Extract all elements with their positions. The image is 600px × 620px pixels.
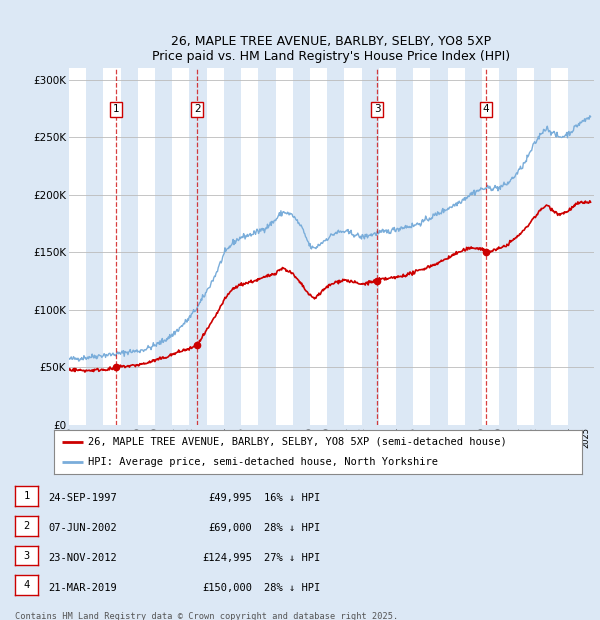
Text: 2: 2 — [194, 104, 200, 114]
Bar — [103, 68, 121, 425]
Bar — [482, 68, 499, 425]
Bar — [568, 68, 586, 425]
Bar — [430, 68, 448, 425]
Bar — [86, 68, 103, 425]
Bar — [172, 68, 190, 425]
Bar — [224, 68, 241, 425]
Text: 16% ↓ HPI: 16% ↓ HPI — [264, 494, 320, 503]
Bar — [534, 68, 551, 425]
Bar — [69, 68, 86, 425]
Bar — [121, 68, 138, 425]
Bar — [465, 68, 482, 425]
Text: 3: 3 — [374, 104, 380, 114]
Bar — [190, 68, 207, 425]
Bar — [138, 68, 155, 425]
Bar — [275, 68, 293, 425]
Text: 3: 3 — [23, 551, 29, 560]
Text: Contains HM Land Registry data © Crown copyright and database right 2025.
This d: Contains HM Land Registry data © Crown c… — [15, 612, 398, 620]
Text: 1: 1 — [23, 491, 29, 501]
Bar — [551, 68, 568, 425]
Text: 24-SEP-1997: 24-SEP-1997 — [48, 494, 117, 503]
Text: £49,995: £49,995 — [208, 494, 252, 503]
Bar — [207, 68, 224, 425]
Text: 28% ↓ HPI: 28% ↓ HPI — [264, 583, 320, 593]
Bar — [517, 68, 534, 425]
Title: 26, MAPLE TREE AVENUE, BARLBY, SELBY, YO8 5XP
Price paid vs. HM Land Registry's : 26, MAPLE TREE AVENUE, BARLBY, SELBY, YO… — [152, 35, 511, 63]
Text: 27% ↓ HPI: 27% ↓ HPI — [264, 553, 320, 563]
Bar — [241, 68, 259, 425]
Text: 4: 4 — [482, 104, 489, 114]
Text: 26, MAPLE TREE AVENUE, BARLBY, SELBY, YO8 5XP (semi-detached house): 26, MAPLE TREE AVENUE, BARLBY, SELBY, YO… — [88, 436, 507, 447]
Text: 21-MAR-2019: 21-MAR-2019 — [48, 583, 117, 593]
Text: 23-NOV-2012: 23-NOV-2012 — [48, 553, 117, 563]
Bar — [362, 68, 379, 425]
Text: £124,995: £124,995 — [202, 553, 252, 563]
Text: 28% ↓ HPI: 28% ↓ HPI — [264, 523, 320, 533]
Bar — [259, 68, 275, 425]
Text: £69,000: £69,000 — [208, 523, 252, 533]
Bar — [327, 68, 344, 425]
Bar — [379, 68, 396, 425]
Bar — [413, 68, 430, 425]
Bar — [344, 68, 362, 425]
Text: 07-JUN-2002: 07-JUN-2002 — [48, 523, 117, 533]
Text: 4: 4 — [23, 580, 29, 590]
Bar — [310, 68, 327, 425]
Bar — [396, 68, 413, 425]
Text: 1: 1 — [113, 104, 119, 114]
Text: 2: 2 — [23, 521, 29, 531]
Text: HPI: Average price, semi-detached house, North Yorkshire: HPI: Average price, semi-detached house,… — [88, 457, 439, 467]
Bar — [155, 68, 172, 425]
Text: £150,000: £150,000 — [202, 583, 252, 593]
Bar — [448, 68, 465, 425]
Bar — [293, 68, 310, 425]
Bar — [499, 68, 517, 425]
